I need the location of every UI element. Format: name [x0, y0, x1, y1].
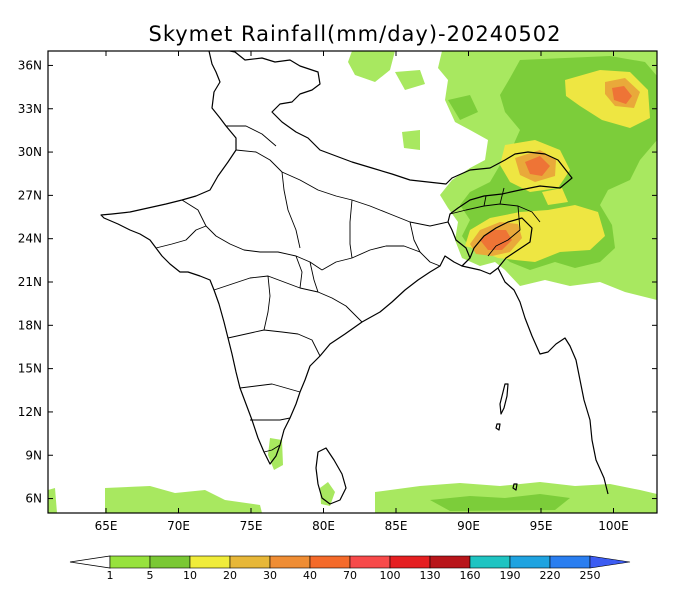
colorbar-label: 5 — [147, 569, 154, 582]
lat-tick-label: 27N — [18, 188, 42, 202]
lon-tick-label: 100E — [598, 519, 629, 533]
colorbar-label: 10 — [183, 569, 197, 582]
colorbar-label: 190 — [500, 569, 521, 582]
longitude-axis: 65E 70E 75E 80E 85E 90E 95E 100E — [95, 51, 629, 533]
lat-tick-label: 18N — [18, 318, 42, 332]
latitude-axis: 6N 9N 12N 15N 18N 21N 24N 27N 30N 33N 36N — [18, 58, 657, 506]
colorbar-segment — [509, 555, 551, 569]
lat-tick-label: 15N — [18, 362, 42, 376]
lon-tick-label: 95E — [530, 519, 553, 533]
colorbar-segment — [189, 555, 231, 569]
lat-tick-label: 21N — [18, 275, 42, 289]
colorbar-label: 130 — [420, 569, 441, 582]
northeast-state-boundaries — [449, 187, 541, 257]
state-boundaries — [155, 125, 449, 453]
india-boundary-outline — [100, 51, 609, 505]
colorbar-label: 220 — [540, 569, 561, 582]
lon-tick-label: 70E — [167, 519, 190, 533]
lat-tick-label: 33N — [18, 102, 42, 116]
india-mainland-outline — [100, 51, 573, 465]
rainfall-shading — [48, 51, 657, 513]
colorbar-label: 160 — [460, 569, 481, 582]
rainfall-colorbar: 1 5 10 20 30 40 70 100 130 160 190 220 250 — [69, 555, 631, 582]
lat-tick-label: 6N — [25, 492, 42, 506]
lon-tick-label: 85E — [385, 519, 408, 533]
lon-tick-label: 65E — [95, 519, 118, 533]
lon-tick-label: 80E — [312, 519, 335, 533]
colorbar-segment — [349, 555, 391, 569]
colorbar-segment — [549, 555, 591, 569]
colorbar-segment — [309, 555, 351, 569]
nicobar-islands-outline — [495, 423, 518, 491]
lat-tick-label: 30N — [18, 145, 42, 159]
andaman-islands-outline — [499, 383, 509, 415]
rain-level-red — [480, 86, 632, 250]
colorbar-segment — [469, 555, 511, 569]
colorbar-segment — [109, 555, 151, 569]
colorbar-label: 70 — [343, 569, 357, 582]
colorbar-label: 30 — [263, 569, 277, 582]
northeast-outline — [461, 217, 533, 275]
lon-tick-label: 75E — [240, 519, 263, 533]
colorbar-segment — [389, 555, 431, 569]
colorbar-label: 1 — [107, 569, 114, 582]
colorbar-segment — [229, 555, 271, 569]
colorbar-label: 100 — [380, 569, 401, 582]
lat-tick-label: 36N — [18, 58, 42, 72]
colorbar-label: 40 — [303, 569, 317, 582]
myanmar-outline — [497, 267, 609, 495]
lat-tick-label: 12N — [18, 405, 42, 419]
colorbar-segment — [269, 555, 311, 569]
lat-tick-label: 9N — [25, 448, 42, 462]
colorbar-high-arrow — [589, 555, 631, 569]
colorbar-label: 20 — [223, 569, 237, 582]
map-title: Skymet Rainfall(mm/day)-20240502 — [149, 22, 562, 46]
colorbar-label: 250 — [580, 569, 601, 582]
colorbar-low-arrow — [69, 555, 111, 569]
sri-lanka-outline — [315, 447, 347, 505]
lat-tick-label: 24N — [18, 232, 42, 246]
colorbar-segment — [149, 555, 191, 569]
colorbar-segment — [429, 555, 471, 569]
lon-tick-label: 90E — [457, 519, 480, 533]
